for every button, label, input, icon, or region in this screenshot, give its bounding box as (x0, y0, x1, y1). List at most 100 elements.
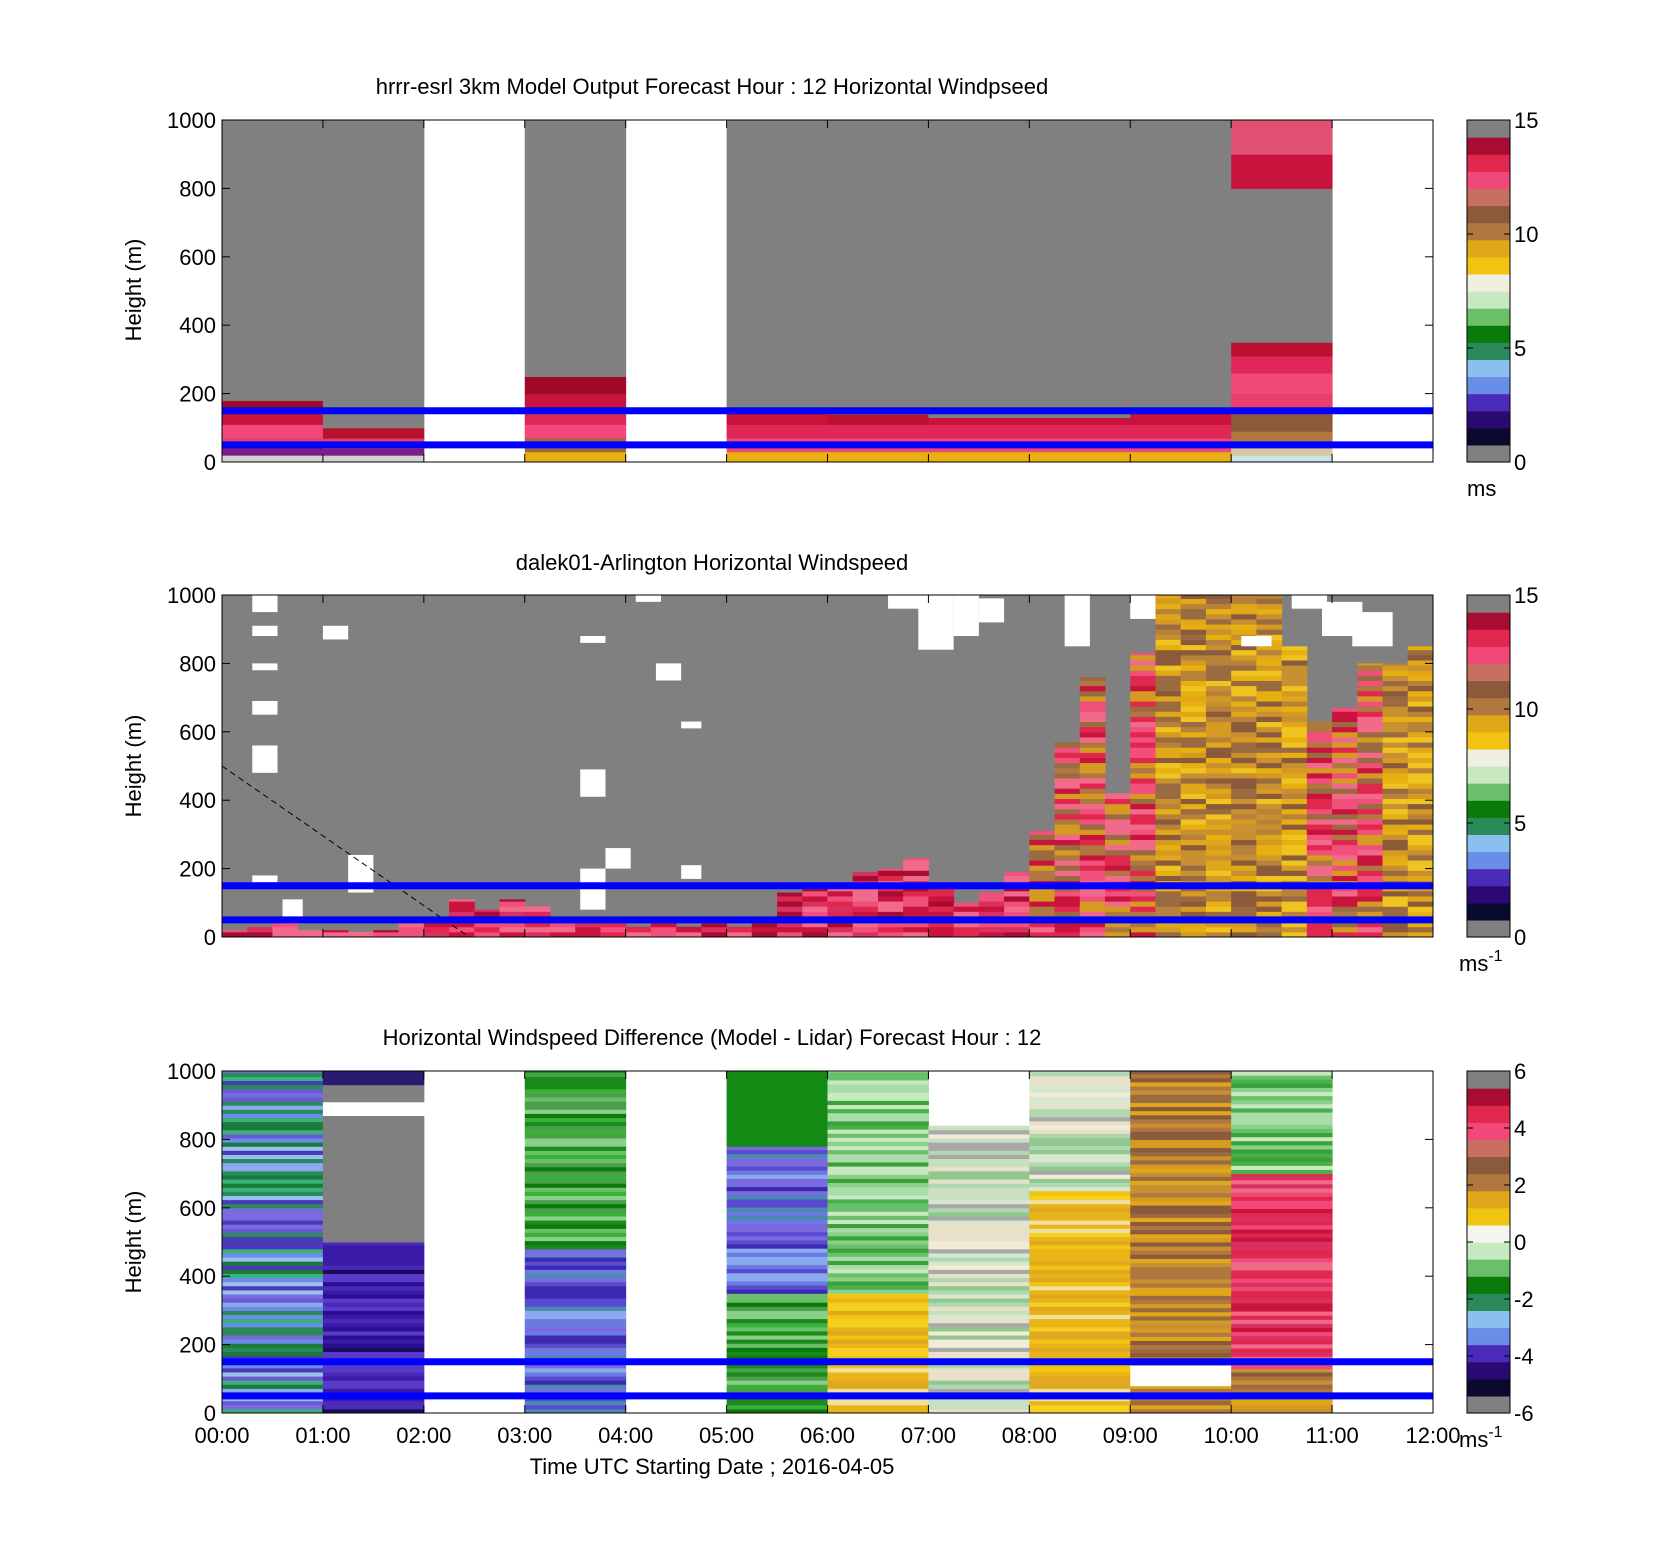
data-cell (222, 1400, 324, 1406)
data-cell (1357, 711, 1384, 717)
data-cell (1004, 911, 1030, 917)
data-cell (1382, 772, 1409, 779)
data-cell (1205, 726, 1232, 733)
data-cell (928, 1351, 1030, 1357)
data-cell (322, 1355, 425, 1361)
data-cell (928, 1388, 1030, 1393)
data-cell (1029, 1261, 1131, 1266)
data-cell (222, 1347, 324, 1352)
data-cell (1231, 711, 1257, 717)
data-cell (474, 931, 501, 938)
data-cell (1231, 736, 1257, 743)
data-cell (322, 1367, 425, 1373)
data-cell (1407, 675, 1434, 681)
data-cell (1180, 659, 1207, 666)
data-cell (1231, 1371, 1333, 1377)
data-cell (928, 1232, 1030, 1238)
data-cell (1205, 854, 1232, 861)
data-cell (1256, 675, 1283, 681)
data-cell (1382, 685, 1409, 692)
data-cell (1029, 870, 1056, 876)
data-cell (524, 1105, 627, 1110)
data-cell (827, 1178, 929, 1183)
data-cell (1231, 1404, 1333, 1410)
data-cell (297, 931, 324, 938)
data-cell (499, 921, 526, 928)
data-cell (524, 1183, 627, 1188)
colorbar-tick-label: -4 (1514, 1344, 1534, 1369)
time-column (1281, 646, 1308, 938)
data-cell (1029, 1170, 1131, 1175)
data-cell (1231, 1204, 1333, 1209)
data-cell (1029, 1384, 1131, 1389)
data-cell (726, 1178, 828, 1183)
data-cell (1054, 808, 1081, 815)
data-cell (1004, 890, 1030, 897)
x-tick-label: 09:00 (1103, 1423, 1158, 1448)
data-cell (827, 1335, 929, 1340)
data-cell (1231, 1331, 1333, 1337)
data-cell (1130, 1242, 1232, 1247)
data-cell (1029, 1388, 1131, 1393)
data-cell (928, 911, 955, 917)
data-cell (1205, 685, 1232, 692)
data-cell (222, 1326, 324, 1332)
data-cell (524, 1224, 627, 1229)
data-cell (1306, 726, 1333, 733)
data-cell (827, 1203, 929, 1208)
colorbar-segment (1467, 188, 1510, 207)
data-cell (1382, 813, 1409, 820)
data-cell (827, 1104, 929, 1110)
data-cell (1256, 595, 1283, 599)
data-cell (827, 1239, 929, 1245)
data-cell (1155, 624, 1182, 630)
data-cell (1079, 860, 1106, 866)
time-column (928, 120, 1030, 463)
data-cell (827, 901, 854, 907)
data-cell (1205, 742, 1232, 748)
data-cell (524, 1166, 627, 1172)
data-cell (322, 1351, 425, 1357)
data-cell (1231, 839, 1257, 846)
data-cell (1155, 870, 1182, 876)
data-cell (1332, 788, 1358, 794)
data-cell (1130, 895, 1156, 902)
panel-title: dalek01-Arlington Horizontal Windspeed (516, 550, 909, 575)
data-cell (1105, 895, 1131, 902)
data-cell (1281, 726, 1308, 733)
data-cell (726, 1071, 828, 1147)
x-tick-label: 06:00 (800, 1423, 855, 1448)
data-cell (1130, 1307, 1232, 1313)
data-cell (1231, 1091, 1333, 1097)
data-cell (1130, 1262, 1232, 1268)
data-cell (1130, 1233, 1232, 1239)
data-cell (322, 1285, 425, 1291)
data-cell (1130, 921, 1156, 928)
data-cell (726, 1161, 828, 1167)
data-cell (903, 931, 929, 938)
data-cell (1357, 762, 1384, 769)
data-cell (1281, 721, 1308, 728)
data-cell (928, 1224, 1030, 1229)
data-cell (1231, 595, 1257, 599)
colorbar-segment (1467, 1071, 1510, 1089)
data-cell (1231, 772, 1257, 779)
data-cell (1256, 875, 1283, 882)
data-cell (1231, 695, 1257, 702)
data-cell (1130, 1090, 1232, 1095)
data-cell (1382, 736, 1409, 743)
data-cell (1180, 598, 1207, 605)
data-cell (524, 921, 551, 928)
data-cell (222, 400, 324, 412)
data-cell (1029, 1244, 1131, 1250)
data-cell (1382, 695, 1409, 702)
panel-lidar: dalek01-Arlington Horizontal Windspeed H… (121, 550, 1538, 976)
data-cell (1029, 1133, 1131, 1138)
data-cell (1029, 1281, 1131, 1287)
data-cell (222, 1228, 324, 1233)
data-cell (1130, 1332, 1232, 1337)
y-axis-label: Height (m) (121, 1191, 146, 1294)
colorbar-segment (1467, 817, 1510, 835)
data-cell (827, 1347, 929, 1352)
data-cell (1054, 901, 1081, 907)
